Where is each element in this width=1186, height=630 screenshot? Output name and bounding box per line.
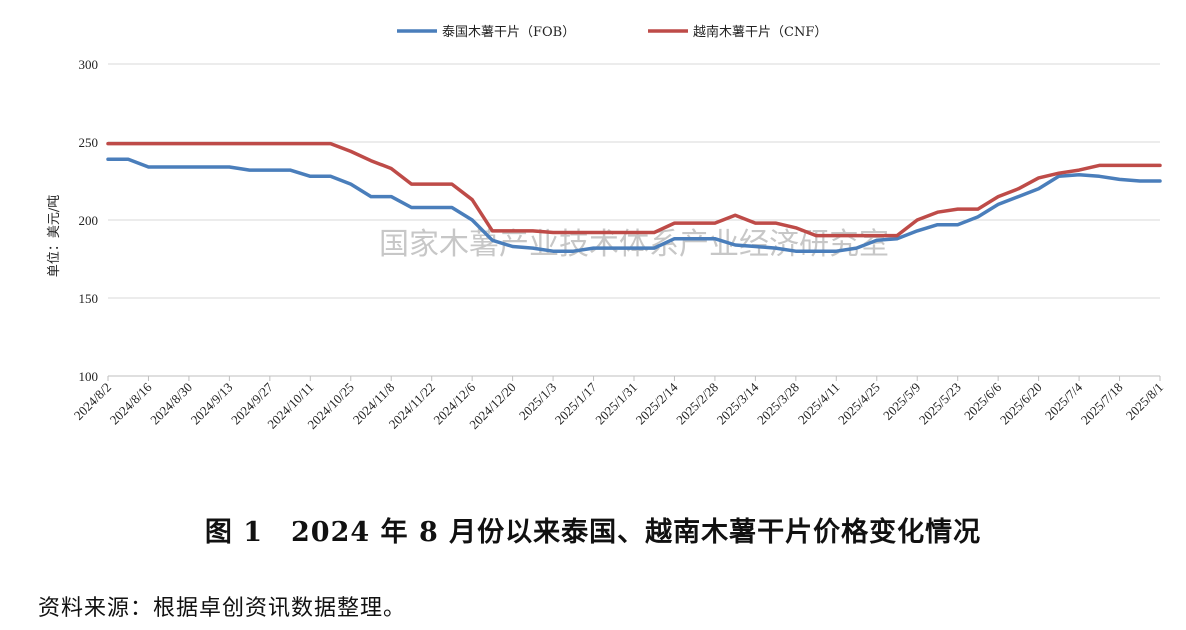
- x-tick-label: 2025/2/28: [673, 380, 721, 428]
- x-tick-label: 2025/6/20: [997, 380, 1045, 428]
- y-tick-label: 100: [79, 369, 99, 384]
- x-tick-label: 2025/7/18: [1078, 380, 1126, 428]
- figure-caption: 图 1 2024 年 8 月份以来泰国、越南木薯干片价格变化情况: [204, 517, 982, 548]
- x-tick-label: 2025/8/1: [1123, 380, 1166, 423]
- x-tick-label: 2025/4/25: [835, 380, 883, 428]
- x-tick-label: 2024/9/13: [188, 380, 236, 428]
- y-tick-label: 300: [79, 57, 99, 72]
- source-note: 资料来源：根据卓创资讯数据整理。: [38, 596, 407, 621]
- x-tick-label: 2024/8/30: [147, 380, 195, 428]
- x-tick-label: 2024/8/16: [107, 379, 155, 427]
- gridlines: [108, 63, 1160, 377]
- series-line-thailand-fob: [106, 157, 1162, 253]
- x-axis: 2024/8/22024/8/162024/8/302024/9/132024/…: [71, 375, 1166, 432]
- y-tick-label: 150: [79, 291, 99, 306]
- legend: 泰国木薯干片（FOB） 越南木薯干片（CNF）: [397, 24, 827, 40]
- y-axis-label: 单位：美元/吨: [47, 195, 62, 277]
- x-tick-label: 2025/1/31: [592, 380, 640, 428]
- x-tick-label: 2025/3/14: [714, 379, 762, 427]
- legend-label-vietnam: 越南木薯干片（CNF）: [693, 24, 827, 40]
- y-axis-ticks: 100 150 200 250 300: [79, 57, 99, 384]
- series-line-vietnam-cnf: [106, 141, 1162, 238]
- x-tick-label: 2025/5/23: [916, 380, 964, 428]
- x-tick-label: 2025/1/17: [552, 379, 600, 427]
- x-tick-label: 2025/2/14: [633, 379, 681, 427]
- x-tick-label: 2025/4/11: [795, 380, 843, 428]
- series-lines: [106, 141, 1162, 253]
- y-tick-label: 250: [79, 135, 99, 150]
- y-tick-label: 200: [79, 213, 99, 228]
- legend-label-thailand: 泰国木薯干片（FOB）: [442, 25, 575, 40]
- x-tick-label: 2025/3/28: [754, 380, 802, 428]
